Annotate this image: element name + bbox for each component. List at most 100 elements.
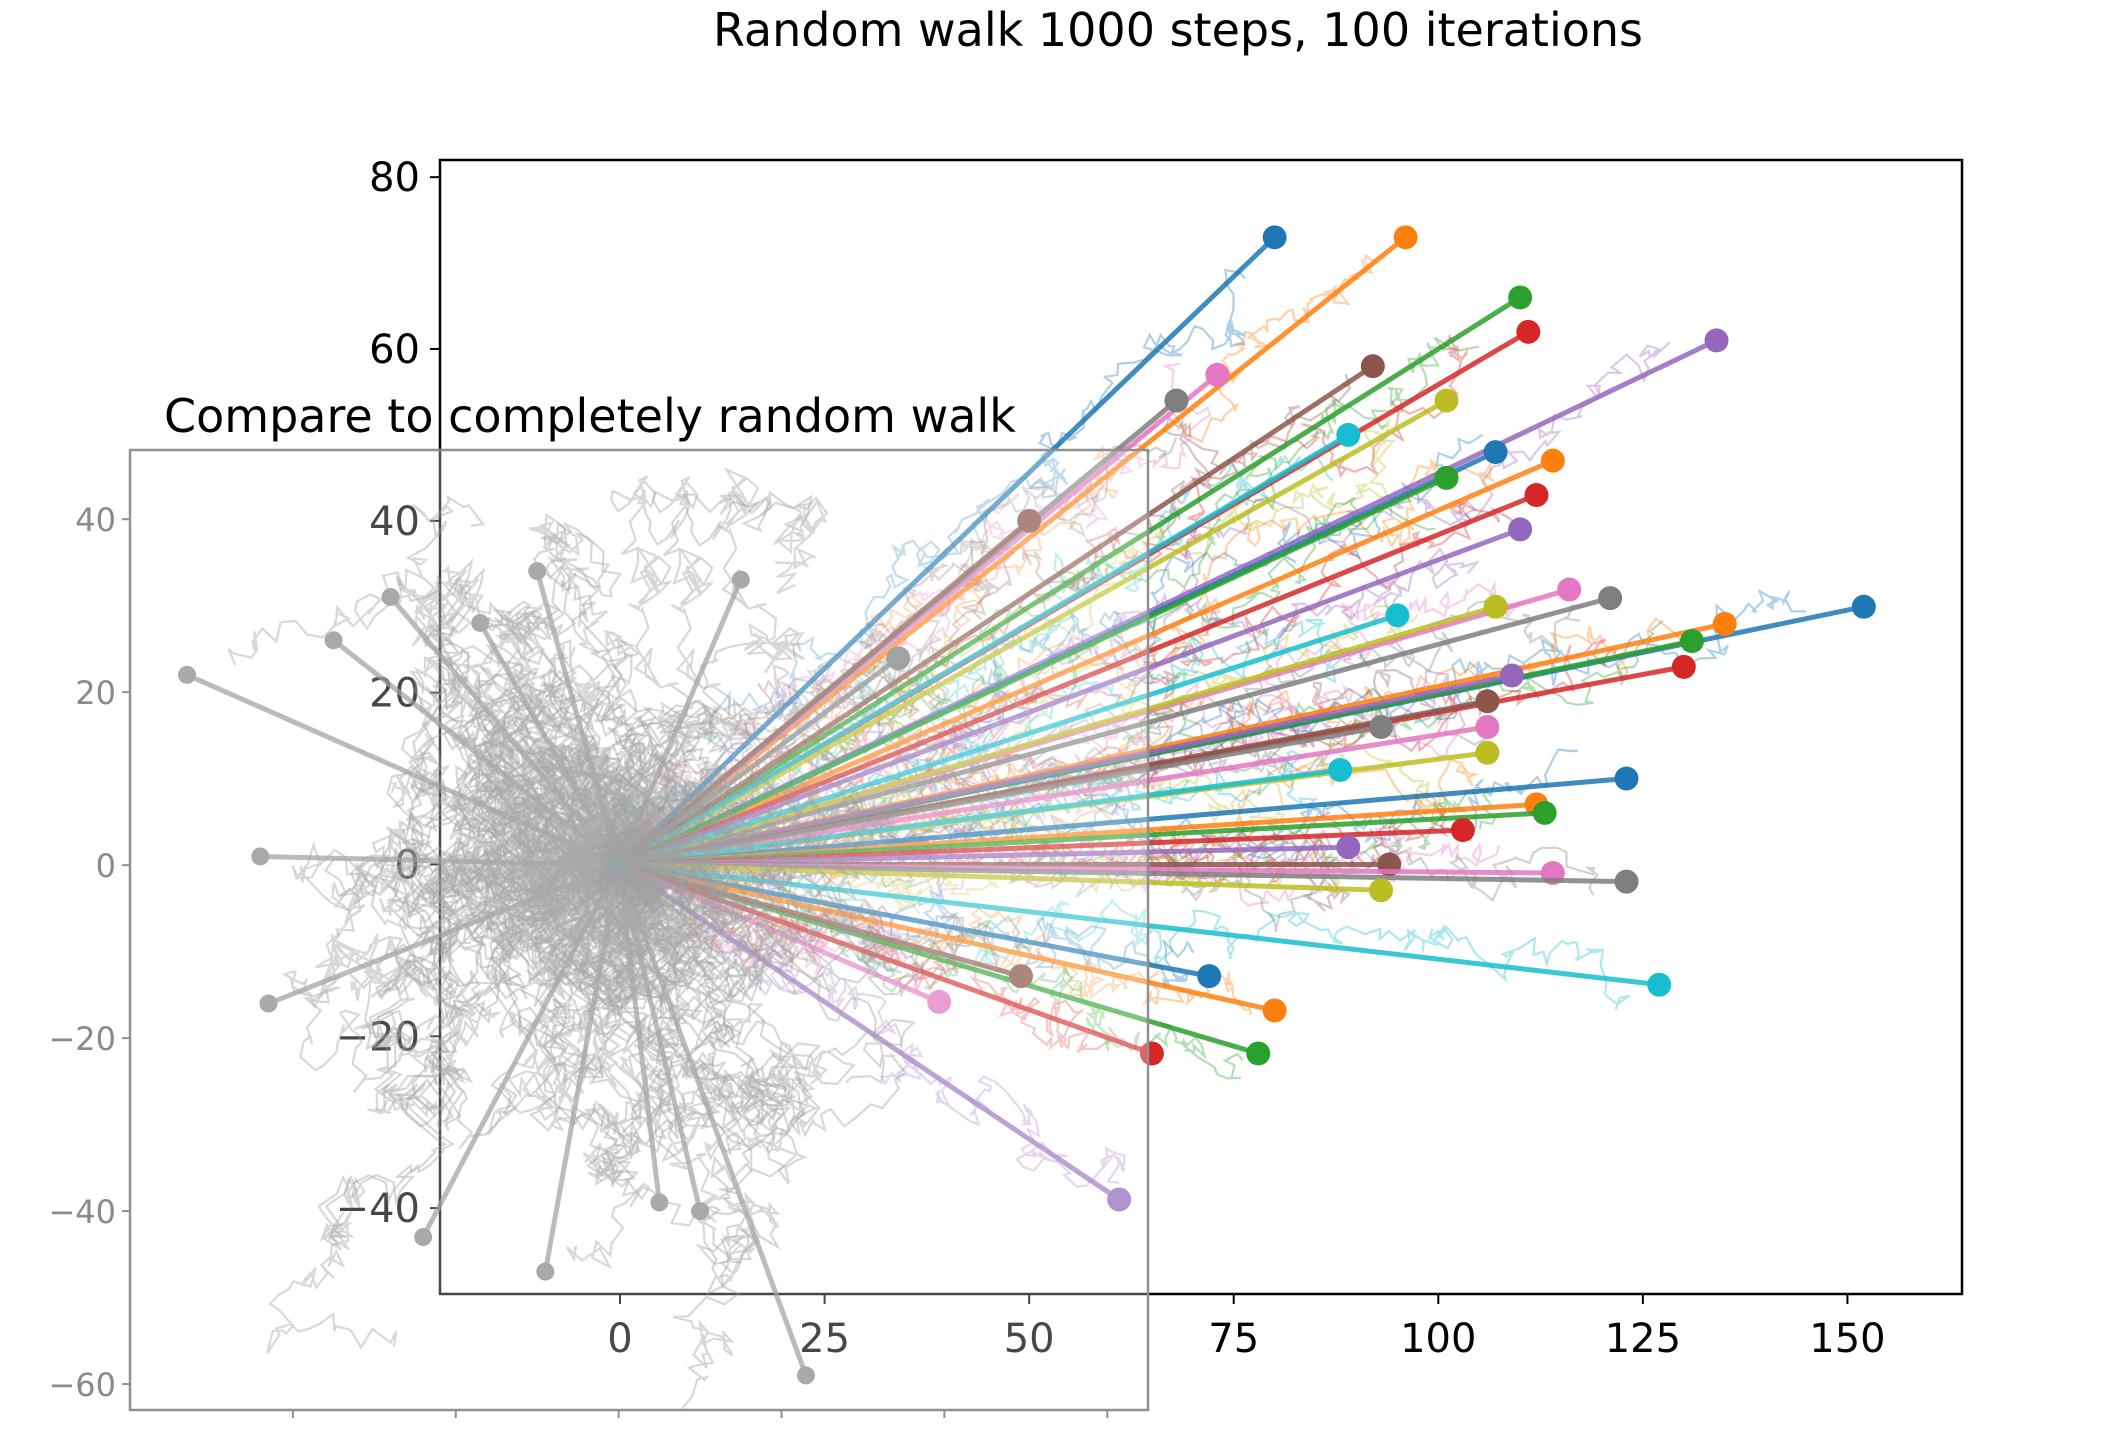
random-walk-trace — [577, 810, 808, 1223]
random-walk-trace — [310, 843, 666, 1079]
walk-trace — [610, 333, 1468, 896]
walk-trace — [599, 362, 1212, 861]
random-walk-trace — [386, 675, 664, 892]
endpoint-marker — [1483, 594, 1508, 619]
inset-y-tick-label: 40 — [75, 501, 116, 539]
x-tick-label: 100 — [1400, 1316, 1476, 1362]
random-endpoint-marker — [414, 1228, 433, 1247]
random-endpoint-marker — [691, 1202, 710, 1221]
random-endpoint-marker — [471, 613, 490, 632]
random-walk-trace — [427, 800, 656, 969]
x-tick-label: 125 — [1605, 1316, 1681, 1362]
endpoint-line — [618, 398, 1448, 867]
endpoint-marker — [1008, 964, 1033, 989]
inset-frame — [128, 448, 1150, 1412]
random-walk-trace — [495, 746, 675, 965]
endpoint-marker — [1139, 1041, 1164, 1066]
random-walk-trace — [465, 834, 664, 1077]
endpoint-line — [619, 458, 1554, 867]
endpoint-marker — [1017, 508, 1042, 533]
endpoint-line — [619, 673, 1513, 867]
inset-caption: Compare to completely random walk — [164, 389, 1016, 443]
endpoint-marker — [1328, 757, 1353, 782]
random-endpoint-marker — [536, 1262, 555, 1281]
endpoint-marker — [1679, 629, 1704, 654]
endpoint-marker — [1262, 225, 1287, 250]
random-endpoint-line — [542, 864, 622, 1273]
endpoint-marker — [1246, 1041, 1271, 1066]
endpoint-line — [619, 862, 941, 1005]
endpoint-marker — [1851, 594, 1876, 619]
endpoint-line — [619, 724, 1488, 867]
endpoint-line — [619, 861, 1660, 988]
inset-y-tick-label: −20 — [48, 1020, 116, 1058]
endpoint-marker — [1107, 1187, 1132, 1212]
endpoint-marker — [1483, 440, 1508, 465]
endpoint-line — [619, 862, 1276, 1013]
x-tick-label: 50 — [1004, 1316, 1055, 1362]
x-tick-label: 0 — [607, 1316, 632, 1362]
random-endpoint-marker — [650, 1193, 669, 1212]
endpoint-marker — [1499, 663, 1524, 688]
random-walk-trace — [588, 761, 819, 1152]
endpoint-line — [619, 604, 1497, 867]
endpoint-marker — [1508, 517, 1533, 542]
x-tick-label: 150 — [1809, 1316, 1885, 1362]
endpoint-marker — [1385, 603, 1410, 628]
random-walk-trace — [282, 778, 643, 1093]
random-walk-trace — [443, 666, 641, 905]
endpoint-line — [619, 724, 1382, 867]
endpoint-marker — [1262, 998, 1287, 1023]
random-endpoint-line — [388, 595, 621, 867]
random-endpoint-line — [616, 864, 809, 1377]
endpoint-marker — [1508, 285, 1533, 310]
random-walk-trace — [588, 716, 748, 1052]
main-axes: 0 25 50 75 100 125 150 −40 −20 0 20 40 60 80 — [336, 155, 1886, 1362]
endpoint-line — [619, 492, 1538, 867]
endpoint-marker — [1336, 422, 1361, 447]
inset-y-tick-label: 20 — [75, 674, 116, 712]
endpoint-marker — [1524, 483, 1549, 508]
endpoint-line — [619, 776, 1627, 867]
endpoint-marker — [1164, 388, 1189, 413]
random-endpoint-marker — [324, 631, 343, 650]
random-walk-trace — [615, 476, 813, 901]
endpoint-marker — [1450, 818, 1475, 843]
random-endpoint-line — [534, 570, 622, 866]
endpoint-marker — [1516, 319, 1541, 344]
random-walk-trace — [434, 522, 672, 907]
random-walk-trace — [436, 775, 738, 1020]
random-walk-trace — [436, 795, 665, 964]
random-walk-trace — [465, 736, 640, 1007]
endpoint-marker — [1598, 586, 1623, 611]
random-walk-trace — [487, 864, 761, 1410]
random-walk-trace — [432, 636, 688, 1018]
endpoint-marker — [1434, 388, 1459, 413]
chart-title: Random walk 1000 steps, 100 iterations — [713, 3, 1643, 57]
endpoint-marker — [1647, 972, 1672, 997]
endpoint-marker — [1475, 689, 1500, 714]
x-tick-label: 75 — [1208, 1316, 1259, 1362]
inset-y-tick-label: −60 — [48, 1366, 116, 1404]
endpoint-marker — [1704, 328, 1729, 353]
random-walk-trace — [382, 764, 644, 1007]
inset-x-tick-label: −20 — [422, 1420, 490, 1426]
y-tick-label: −20 — [336, 1014, 420, 1060]
endpoint-marker — [1393, 225, 1418, 250]
endpoint-line — [619, 612, 1399, 867]
random-endpoint-marker — [381, 588, 400, 607]
endpoint-marker — [1614, 869, 1639, 894]
random-walk-trace — [421, 624, 759, 965]
endpoint-marker — [1614, 766, 1639, 791]
endpoint-marker — [1540, 448, 1565, 473]
inset-x-tick-label: 60 — [1087, 1420, 1128, 1426]
random-walk-trace — [584, 842, 788, 1163]
y-tick-label: 80 — [369, 155, 420, 201]
random-endpoint-line — [260, 853, 619, 868]
inset-plot-area: −60 −40 −20 0 20 40 −40 −20 0 20 40 60 — [48, 448, 1150, 1430]
random-endpoint-line — [616, 578, 744, 867]
random-walk-trace — [560, 570, 815, 952]
endpoint-marker — [1360, 354, 1385, 379]
endpoint-line — [618, 475, 1448, 867]
